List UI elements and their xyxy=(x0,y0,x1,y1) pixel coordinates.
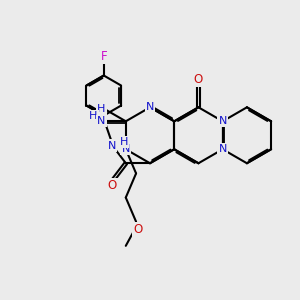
Text: N: N xyxy=(108,141,116,151)
Text: N: N xyxy=(146,102,154,112)
Text: O: O xyxy=(194,73,203,86)
Text: N: N xyxy=(218,144,227,154)
Text: O: O xyxy=(133,224,142,236)
Text: H: H xyxy=(97,104,106,114)
Text: H: H xyxy=(89,111,98,121)
Text: N: N xyxy=(218,116,227,126)
Text: O: O xyxy=(107,179,117,192)
Text: N: N xyxy=(122,144,130,154)
Text: N: N xyxy=(97,116,106,126)
Text: F: F xyxy=(100,50,107,63)
Text: H: H xyxy=(120,137,128,147)
